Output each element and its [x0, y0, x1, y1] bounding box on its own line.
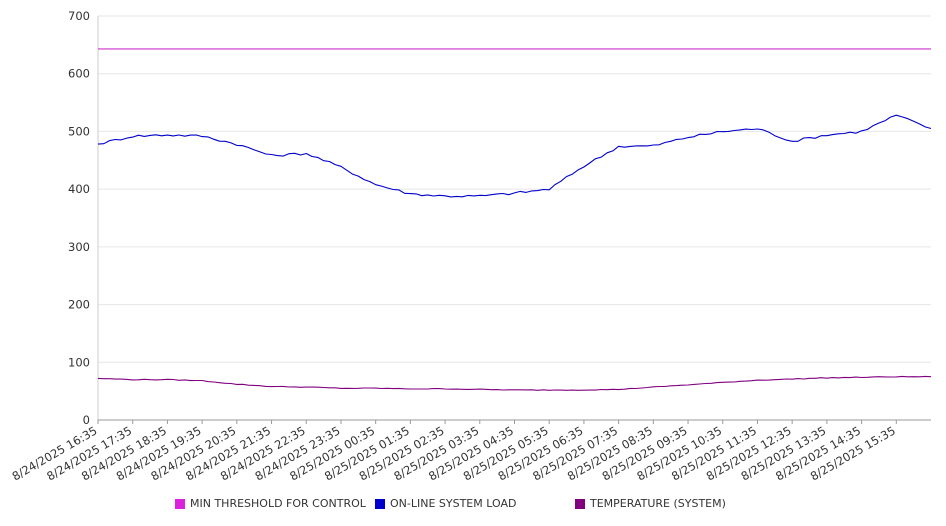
legend-label: MIN THRESHOLD FOR CONTROL	[190, 497, 366, 510]
legend-label: TEMPERATURE (SYSTEM)	[590, 497, 726, 510]
series-lines	[97, 48, 932, 391]
y-tick-label: 700	[68, 9, 90, 23]
legend: MIN THRESHOLD FOR CONTROL ON-LINE SYSTEM…	[0, 497, 946, 517]
y-tick-labels: 0 100 200 300 400 500 600 700	[68, 9, 90, 427]
legend-item-min-threshold[interactable]: MIN THRESHOLD FOR CONTROL	[175, 497, 366, 510]
series-line-temperature	[97, 375, 932, 391]
axes	[97, 16, 931, 424]
gridlines	[98, 15, 931, 363]
y-tick-label: 400	[68, 182, 90, 196]
x-tick-labels: 8/24/2025 16:358/24/2025 17:358/24/2025 …	[10, 423, 898, 483]
y-tick-label: 0	[83, 413, 90, 427]
y-tick-label: 300	[68, 240, 90, 254]
legend-swatch	[175, 498, 185, 509]
series-line-system-load	[97, 114, 932, 198]
legend-swatch	[575, 498, 585, 509]
y-tick-label: 200	[68, 298, 90, 312]
legend-label: ON-LINE SYSTEM LOAD	[390, 497, 517, 510]
legend-swatch	[375, 498, 385, 509]
y-tick-label: 100	[68, 355, 90, 369]
legend-item-temperature[interactable]: TEMPERATURE (SYSTEM)	[575, 497, 726, 510]
y-tick-label: 500	[68, 124, 90, 138]
y-tick-label: 600	[68, 67, 90, 81]
legend-item-system-load[interactable]: ON-LINE SYSTEM LOAD	[375, 497, 516, 510]
